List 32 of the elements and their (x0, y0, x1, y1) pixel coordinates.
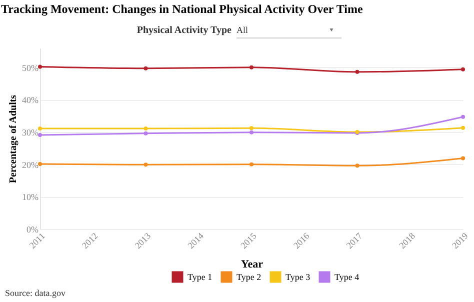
point (250, 130, 254, 134)
x-axis-title: Year (241, 258, 264, 271)
legend-label: Type 1 (188, 272, 212, 282)
y-tick-label: 30% (22, 128, 39, 138)
y-tick-label: 10% (22, 192, 39, 202)
y-tick-label: 20% (22, 160, 39, 170)
legend-label: Type 2 (236, 272, 262, 282)
point (144, 162, 148, 167)
y-axis-title: Percentage of Adults (8, 94, 20, 184)
point (144, 126, 148, 130)
y-tick-label: 0% (26, 224, 39, 234)
point (355, 164, 360, 168)
y-tick-label: 50% (22, 62, 39, 73)
point (461, 156, 465, 160)
point (250, 162, 254, 166)
point (461, 126, 465, 130)
point (250, 126, 254, 130)
chart-title: Tracking Movement: Changes in National Physical Activity Over Time (1, 2, 364, 16)
point (355, 70, 360, 74)
point (38, 132, 42, 137)
point (250, 65, 254, 70)
point (461, 67, 465, 72)
point (144, 66, 148, 70)
point (144, 131, 148, 136)
legend-label: Type 3 (286, 272, 311, 282)
source-note: Source: data.gov (5, 288, 66, 298)
point (461, 114, 465, 119)
y-tick-label: 40% (22, 95, 39, 106)
text: Physical Activity Type (136, 25, 232, 36)
legend-label: Type 4 (334, 272, 360, 282)
text: All (236, 25, 248, 35)
point (38, 126, 42, 130)
